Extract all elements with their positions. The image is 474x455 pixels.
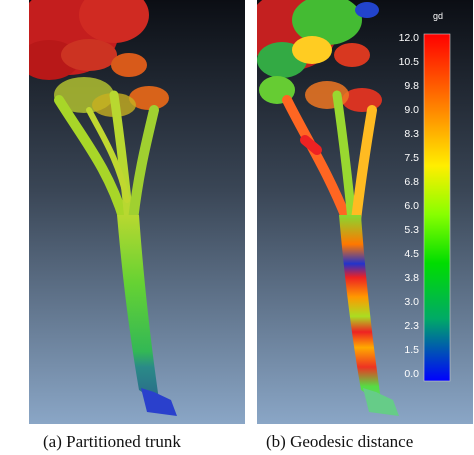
colorbar-tick-label: 3.0 — [404, 296, 419, 308]
colorbar-tick-label: 9.8 — [404, 80, 419, 92]
colorbar-unit-label: gd — [433, 11, 444, 21]
geodesic-distance-view — [257, 0, 473, 424]
colorbar-tick-label: 4.5 — [404, 248, 419, 260]
canopy-red — [29, 0, 169, 117]
partitioned-trunk-view — [29, 0, 245, 424]
canopy-multicolor — [257, 0, 382, 112]
geodesic-distance-render — [257, 0, 473, 424]
trunk-base — [141, 388, 177, 416]
branches — [54, 90, 159, 225]
colorbar-tick-label: 12.0 — [398, 32, 419, 44]
partitioned-trunk-render — [29, 0, 245, 424]
colorbar-tick-label: 2.3 — [404, 320, 419, 332]
caption-geodesic-distance: (b) Geodesic distance — [266, 432, 414, 451]
caption-partitioned-trunk: (a) Partitioned trunk — [43, 432, 181, 451]
colorbar-tick-label: 9.0 — [404, 104, 419, 116]
colorbar-tick-label: 10.5 — [398, 56, 419, 68]
colorbar-tick-label: 8.3 — [404, 128, 419, 140]
colorbar-tick-label: 6.8 — [404, 176, 419, 188]
colorbar-tick-label: 5.3 — [404, 224, 419, 236]
main-trunk — [339, 215, 391, 410]
trunk-base — [363, 388, 399, 416]
colorbar-tick-label: 7.5 — [404, 152, 419, 164]
branches — [282, 90, 377, 225]
colorbar-tick-label: 0.0 — [404, 368, 419, 380]
colorbar-tick-label: 6.0 — [404, 200, 419, 212]
colorbar-tick-label: 3.8 — [404, 272, 419, 284]
main-trunk — [117, 215, 169, 410]
colorbar-gradient — [423, 33, 451, 382]
colorbar-tick-label: 1.5 — [404, 344, 419, 356]
